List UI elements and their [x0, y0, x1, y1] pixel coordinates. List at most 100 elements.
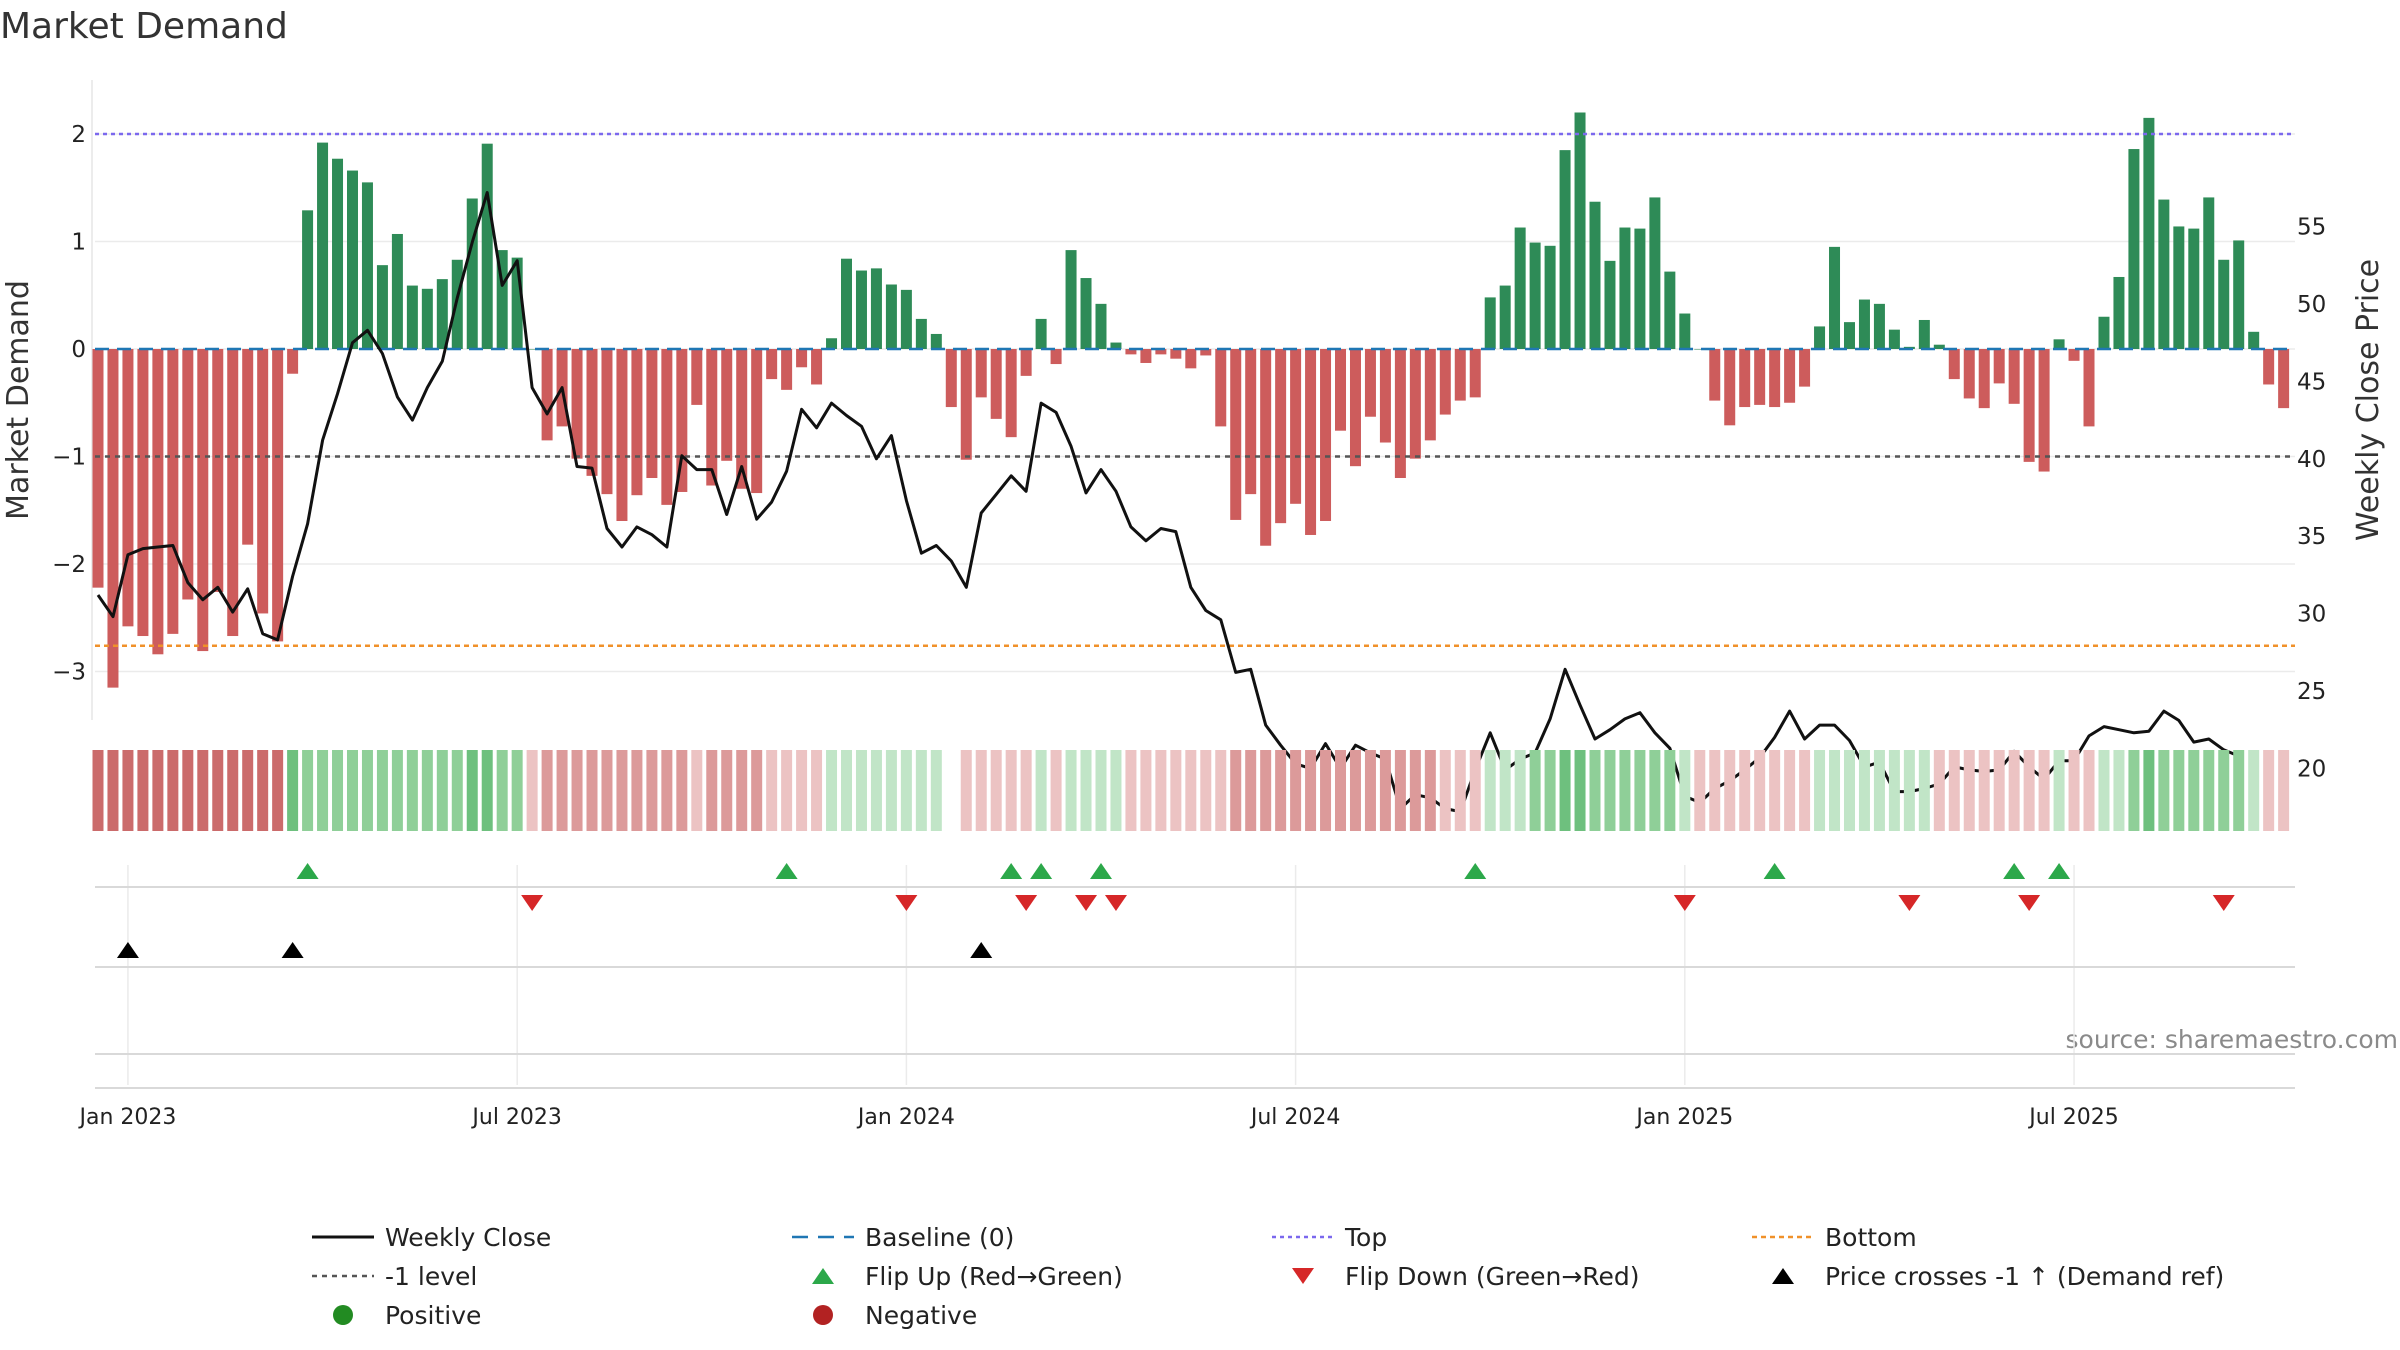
demand-bar — [1499, 285, 1511, 349]
demand-bar — [930, 333, 942, 349]
demand-bar — [2053, 339, 2065, 349]
legend-label: Flip Up (Red→Green) — [865, 1262, 1123, 1291]
demand-bar — [706, 349, 718, 486]
shade-cell — [2188, 750, 2200, 831]
shade-cell — [646, 750, 658, 831]
demand-bar — [1424, 349, 1436, 441]
shade-cell — [855, 750, 867, 831]
x-tick-label: Jan 2024 — [856, 1105, 955, 1130]
demand-bar — [167, 349, 179, 634]
shade-cell — [2113, 750, 2125, 831]
shade-cell — [1664, 750, 1676, 831]
shade-cell — [1484, 750, 1496, 831]
demand-bar — [841, 258, 852, 349]
flip-down-marker — [2212, 895, 2235, 911]
shade-cell — [1769, 750, 1781, 831]
shade-cell — [1245, 750, 1257, 831]
y2-tick-label: 40 — [2297, 447, 2326, 473]
y-tick-label: 0 — [71, 337, 86, 363]
y2-axis-label: Weekly Close Price — [2351, 259, 2386, 541]
demand-bar — [272, 349, 284, 642]
shade-cell — [885, 750, 897, 831]
shade-cell — [1963, 750, 1975, 831]
shade-cell — [586, 750, 598, 831]
shade-cell — [361, 750, 373, 831]
demand-bar — [990, 349, 1002, 419]
shade-cell — [526, 750, 538, 831]
demand-bar — [915, 318, 927, 349]
y2-tick-label: 55 — [2297, 215, 2326, 241]
shade-cell — [2248, 750, 2260, 831]
legend-positive-dot — [333, 1305, 353, 1325]
demand-bar — [1679, 313, 1691, 349]
legend-label: Negative — [865, 1301, 977, 1330]
shade-cell — [601, 750, 613, 831]
demand-bar — [1260, 349, 1272, 546]
demand-bar — [2113, 276, 2125, 349]
shade-cell — [990, 750, 1002, 831]
shade-cell — [706, 750, 718, 831]
demand-bar — [631, 349, 643, 496]
demand-bar — [152, 349, 164, 655]
shade-cell — [1290, 750, 1302, 831]
shade-cell — [1155, 750, 1167, 831]
demand-bar — [1065, 250, 1077, 349]
demand-bar — [736, 349, 748, 489]
demand-bar — [826, 338, 838, 349]
demand-bar — [1409, 349, 1421, 459]
shade-cell — [1978, 750, 1990, 831]
shade-cell — [2143, 750, 2155, 831]
flip-up-marker — [1030, 863, 1053, 879]
demand-bar — [781, 349, 793, 390]
y2-tick-label: 50 — [2297, 292, 2326, 318]
demand-bar — [1454, 349, 1466, 401]
shade-cell — [182, 750, 194, 831]
shade-cell — [2278, 750, 2290, 831]
demand-bar — [2008, 349, 2020, 404]
flip-up-marker — [1089, 863, 1112, 879]
shade-cell — [1394, 750, 1406, 831]
shade-cell — [1888, 750, 1900, 831]
shade-cell — [1918, 750, 1930, 831]
demand-bar — [137, 349, 149, 637]
shade-cell — [676, 750, 688, 831]
demand-bar — [2248, 331, 2260, 349]
demand-bar — [1020, 349, 1032, 376]
shade-cell — [272, 750, 284, 831]
shade-cell — [841, 750, 852, 831]
demand-bar — [1035, 318, 1047, 349]
chart-title: Market Demand — [0, 6, 288, 47]
demand-bar — [2098, 316, 2110, 349]
demand-bar — [1050, 349, 1062, 365]
demand-bar — [1873, 303, 1885, 349]
demand-bar — [1484, 297, 1496, 349]
demand-bar — [571, 349, 583, 459]
shade-cell — [92, 750, 104, 831]
x-ticks: Jan 2023 Jul 2023 Jan 2024 Jul 2024 Jan 2025… — [77, 1105, 2118, 1130]
shade-cell — [107, 750, 119, 831]
demand-bar — [197, 349, 209, 652]
demand-bar — [1739, 349, 1751, 408]
weekly-close-line — [96, 191, 2240, 814]
shade-cell — [571, 750, 583, 831]
shade-cell — [1439, 750, 1451, 831]
shade-cell — [197, 750, 209, 831]
y-tick-label: −2 — [52, 552, 86, 578]
shade-cell — [436, 750, 448, 831]
legend: Weekly Close Baseline (0) Top Bottom -1 leve… — [312, 1223, 2224, 1330]
demand-bar — [1649, 197, 1661, 349]
price-line — [96, 191, 2240, 814]
demand-bar — [1320, 349, 1332, 521]
demand-bar — [1829, 246, 1841, 349]
shade-cell — [167, 750, 179, 831]
shade-cell — [1364, 750, 1376, 831]
demand-bar — [2218, 259, 2230, 349]
legend-flip-down-icon — [1292, 1268, 1314, 1284]
shade-cell — [451, 750, 463, 831]
demand-bar — [496, 250, 508, 349]
demand-bar — [1439, 349, 1451, 415]
demand-bar — [1724, 349, 1736, 426]
shade-cell — [1709, 750, 1721, 831]
shade-cell — [511, 750, 523, 831]
shade-cell — [122, 750, 134, 831]
